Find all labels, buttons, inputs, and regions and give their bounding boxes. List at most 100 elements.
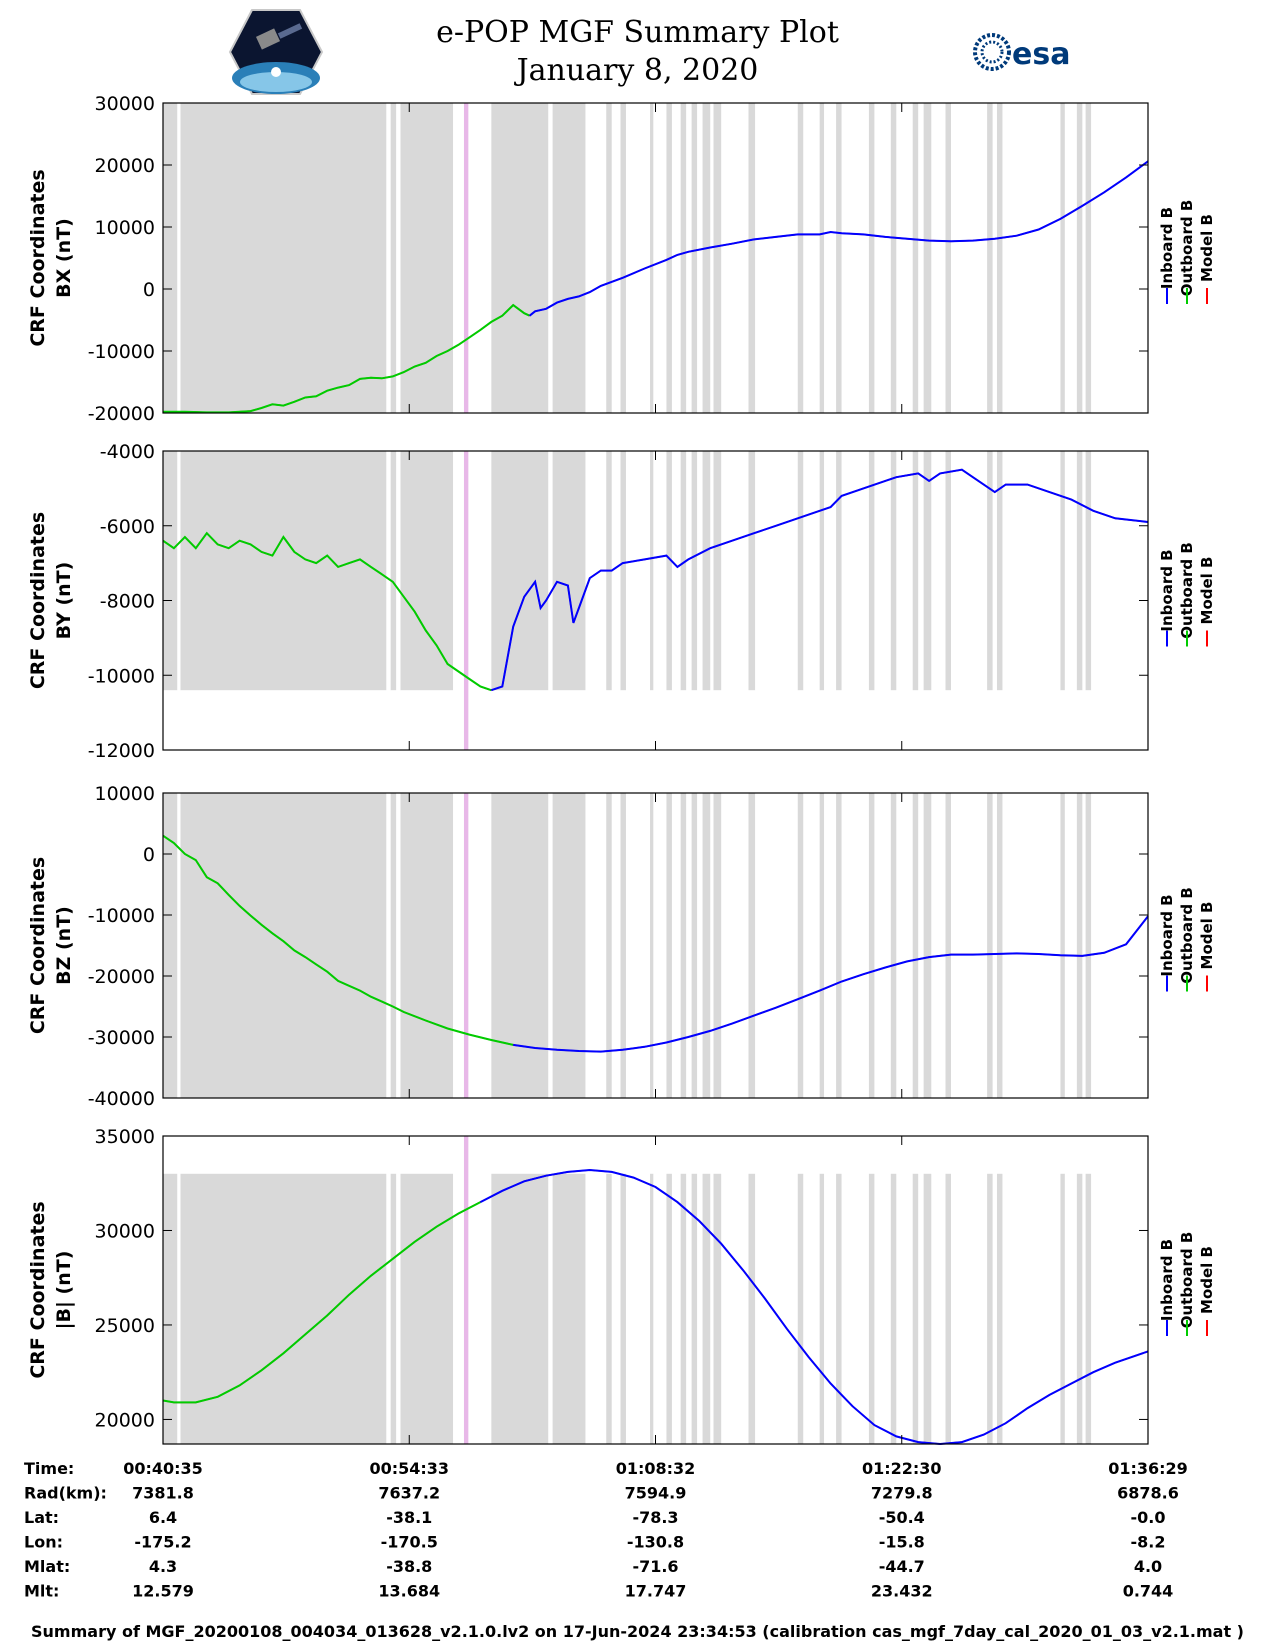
y-tick-label: 20000 [95, 155, 155, 177]
table-cell: 7279.8 [871, 1484, 933, 1503]
title-line-2: January 8, 2020 [516, 53, 759, 88]
shade-band [620, 1173, 626, 1444]
shade-band [620, 451, 626, 691]
table-cell: 4.3 [149, 1557, 177, 1576]
y-tick-label: 30000 [95, 93, 155, 115]
table-cell: -8.2 [1131, 1533, 1166, 1552]
table-row-label: Rad(km): [24, 1484, 107, 1503]
shade-band [400, 451, 454, 691]
y-tick-label: -6000 [100, 516, 155, 538]
shade-band [620, 103, 626, 413]
shade-band [163, 451, 178, 691]
table-cell: 17.747 [625, 1582, 687, 1601]
shade-band [868, 103, 875, 413]
shade-band [400, 793, 454, 1098]
table-cell: 7637.2 [378, 1484, 440, 1503]
plot-title: e-POP MGF Summary Plot January 8, 2020 [0, 14, 1275, 90]
shade-band [691, 793, 698, 1098]
footer-caption: Summary of MGF_20200108_004034_013628_v2… [31, 1622, 1244, 1641]
shade-band [912, 451, 919, 691]
shade-band [650, 103, 654, 413]
shade-band [1076, 1173, 1083, 1444]
shade-band [702, 1173, 711, 1444]
table-cell: -44.7 [879, 1557, 925, 1576]
outboard-b-line [162, 1201, 481, 1404]
magenta-band [463, 793, 469, 1098]
legend-label: Model B [1198, 1246, 1216, 1314]
table-cell: 01:36:29 [1108, 1459, 1188, 1478]
shade-band [868, 1173, 875, 1444]
magenta-band [463, 451, 469, 750]
y-tick-label: -10000 [88, 905, 155, 927]
shade-band [666, 793, 672, 1098]
y-tick-label: 10000 [95, 217, 155, 239]
shade-band [666, 451, 672, 691]
table-row-label: Time: [24, 1459, 74, 1478]
legend-label: Model B [1198, 214, 1216, 282]
table-cell: 01:08:32 [616, 1459, 696, 1478]
table-cell: 12.579 [132, 1582, 194, 1601]
inboard-b-line [528, 160, 1149, 317]
shade-band [713, 103, 722, 413]
table-cell: -130.8 [627, 1533, 684, 1552]
shade-band [606, 1173, 612, 1444]
shade-band [748, 103, 756, 413]
shade-band [819, 1173, 825, 1444]
shade-band [163, 1173, 178, 1444]
shade-band [390, 793, 397, 1098]
shade-band [680, 793, 687, 1098]
y-axis-label: CRF Coordinates [27, 512, 49, 689]
legend-label: Inboard B [1158, 549, 1176, 631]
shade-band [987, 103, 993, 413]
shade-band [702, 451, 711, 691]
shade-band [797, 793, 804, 1098]
table-cell: 0.744 [1123, 1582, 1174, 1601]
y-axis-label: CRF Coordinates [27, 169, 49, 346]
shade-band [491, 793, 549, 1098]
table-cell: -50.4 [879, 1508, 925, 1527]
shade-band [1060, 451, 1065, 691]
shade-band [691, 1173, 698, 1444]
shade-band [996, 793, 1003, 1098]
shade-band [987, 793, 993, 1098]
table-row-label: Lon: [24, 1533, 63, 1552]
shade-band [819, 451, 825, 691]
y-axis-label: CRF Coordinates [27, 857, 49, 1034]
shade-band [836, 793, 842, 1098]
y-tick-label: 0 [143, 279, 155, 301]
panel-bmag: 35000 30000 25000 20000 CRF Coordinates |B| (… [27, 1126, 1216, 1446]
outboard-b-line [163, 303, 531, 414]
y-tick-label: -40000 [88, 1088, 155, 1110]
y-tick-label: 10000 [95, 783, 155, 805]
shade-band [996, 451, 1003, 691]
shade-band [691, 451, 698, 691]
y-axis-label: |B| (nT) [53, 1251, 75, 1330]
shade-band [890, 793, 897, 1098]
y-tick-label: -30000 [88, 1027, 155, 1049]
shade-band [606, 103, 612, 413]
y-tick-label: -10000 [88, 341, 155, 363]
table-cell: 01:22:30 [862, 1459, 942, 1478]
y-tick-label: -20000 [88, 403, 155, 425]
shade-band [702, 103, 711, 413]
table-cell: 6878.6 [1117, 1484, 1179, 1503]
shade-band [491, 103, 549, 413]
shade-band [390, 103, 397, 413]
shade-band [748, 793, 756, 1098]
shade-band [606, 793, 612, 1098]
shade-band [620, 793, 626, 1098]
shade-band [180, 793, 387, 1098]
legend-label: Model B [1198, 557, 1216, 625]
inboard-b-line [490, 468, 1149, 692]
shade-band [1085, 103, 1092, 413]
legend-label: Inboard B [1158, 894, 1176, 976]
shade-band [819, 103, 825, 413]
shade-band [552, 1173, 586, 1444]
shade-band [836, 1173, 842, 1444]
y-axis-label: BX (nT) [53, 218, 75, 298]
shade-band [552, 451, 586, 691]
shade-band [836, 451, 842, 691]
legend-label: Model B [1198, 902, 1216, 970]
legend-label: Inboard B [1158, 207, 1176, 289]
shade-band [713, 1173, 722, 1444]
